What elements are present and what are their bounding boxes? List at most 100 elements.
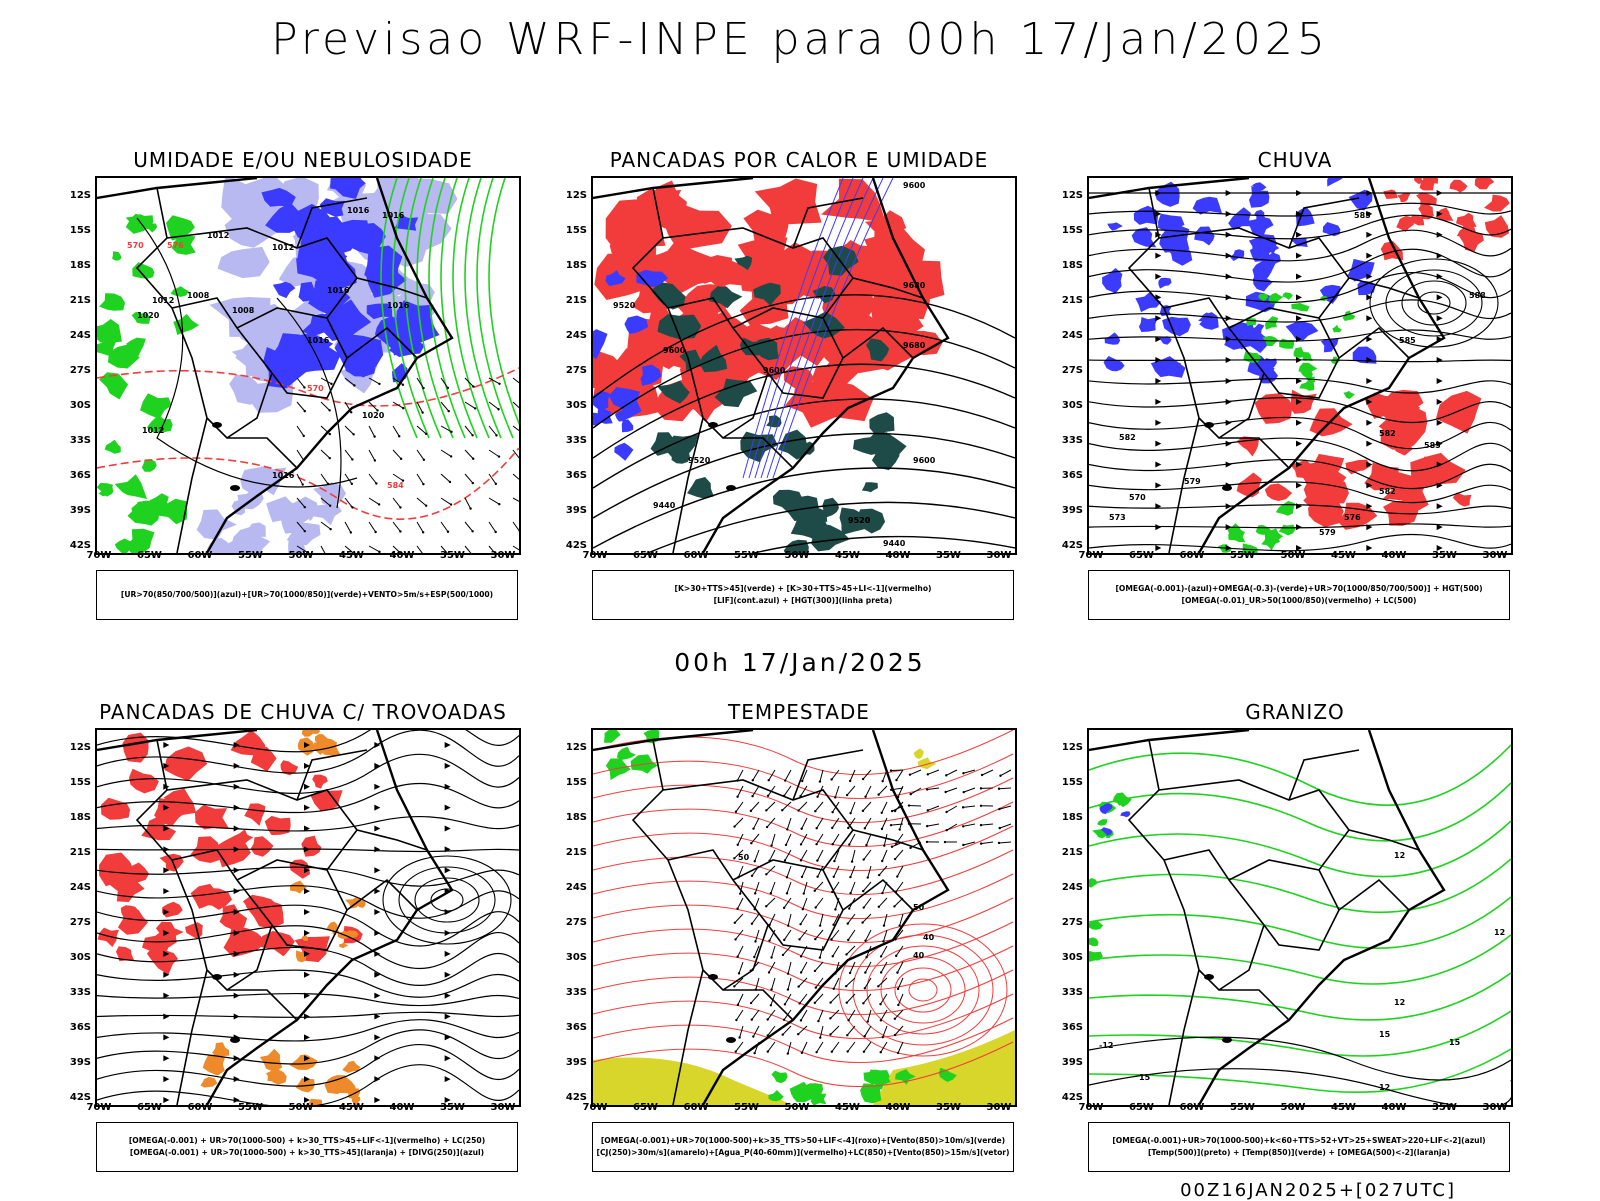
wind-vector xyxy=(735,818,743,827)
wind-vector-head xyxy=(770,956,772,958)
thunderstorm-area-red xyxy=(251,836,274,856)
wind-vector-head xyxy=(302,483,304,485)
latitude-label: 15S xyxy=(561,225,587,236)
contour-label: 579 xyxy=(1319,528,1336,537)
wind-vector-head xyxy=(851,860,853,862)
wind-vector xyxy=(417,450,424,460)
temp850-contour xyxy=(1089,973,1511,1020)
wind-vector xyxy=(833,834,839,844)
wind-vector-head xyxy=(752,779,754,781)
humidity-area-green xyxy=(142,459,157,472)
wind-vector xyxy=(441,450,451,456)
wind-vector-head xyxy=(378,503,380,505)
wind-vector xyxy=(850,866,855,877)
longitude-label: 65W xyxy=(135,1102,165,1113)
humidity-area-green xyxy=(115,474,148,499)
wind-vector-head xyxy=(815,986,817,988)
wind-vector xyxy=(788,978,791,990)
streamline-arrow xyxy=(1296,253,1302,259)
panel-legend: [OMEGA(-0.001)+UR>70(1000-500)+k<60+TTS>… xyxy=(1088,1122,1510,1172)
wind-vector-head xyxy=(351,458,353,460)
longitude-label: 70W xyxy=(580,550,610,561)
wind-vector xyxy=(769,962,775,972)
wind-vector xyxy=(864,1042,871,1052)
streamline-arrow xyxy=(304,784,310,790)
longitude-label: 50W xyxy=(782,1102,812,1113)
latitude-label: 12S xyxy=(561,190,587,201)
humidity-area-green xyxy=(105,440,121,454)
streamline-arrow xyxy=(1366,441,1372,447)
streamline-arrow xyxy=(1226,357,1232,363)
wind-vector-head xyxy=(421,411,423,413)
valid-time-title: 00h 17/Jan/2025 xyxy=(0,648,1600,677)
longitude-label: 45W xyxy=(833,1102,863,1113)
streamline-arrow xyxy=(445,1013,451,1019)
wind-vector xyxy=(879,786,887,795)
wind-vector xyxy=(736,802,743,812)
latitude-label: 12S xyxy=(65,742,91,753)
latitude-label: 30S xyxy=(561,952,587,963)
wind-vector-head xyxy=(815,1051,817,1053)
map-layers xyxy=(97,730,519,1105)
wind-vector xyxy=(868,866,871,878)
streamline-arrow xyxy=(163,742,169,748)
contour-label: 1008 xyxy=(187,291,210,300)
legend-line: [LIF](cont.azul) + [HGT(300)](linha pret… xyxy=(593,595,1013,607)
map-canvas: 9600952096809600968096009520952094409520… xyxy=(593,178,1015,553)
humidity-area-green xyxy=(144,223,157,232)
wind-vector xyxy=(847,1026,855,1035)
wind850-area xyxy=(604,730,621,743)
longitude-label: 35W xyxy=(934,1102,964,1113)
contour-label: 9680 xyxy=(903,341,926,350)
longitude-label: 30W xyxy=(984,550,1014,561)
wind-vector-head xyxy=(425,433,427,435)
wind-vector-head xyxy=(881,860,883,862)
latitude-label: 39S xyxy=(65,1057,91,1068)
streamline-arrow xyxy=(1226,441,1232,447)
contour-label: 582 xyxy=(1119,433,1136,442)
wind-vector xyxy=(465,450,473,459)
wind-vector-head xyxy=(304,530,306,532)
latitude-label: 21S xyxy=(65,847,91,858)
wind-vector-head xyxy=(998,842,1000,844)
wind-vector xyxy=(321,474,328,484)
wind-vector xyxy=(369,450,375,460)
wind-vector xyxy=(753,1026,759,1037)
wind-vector-head xyxy=(787,924,789,926)
panel-legend: [K>30+TTS>45](verde) + [K>30+TTS>45+LI<-… xyxy=(592,570,1014,620)
rain-area-red xyxy=(1450,180,1468,193)
wind-vector-head xyxy=(750,1002,752,1004)
wind-vector-head xyxy=(497,408,499,410)
streamline-arrow xyxy=(1155,524,1161,530)
wind-vector-head xyxy=(882,940,884,942)
wind-vector-head xyxy=(765,905,767,907)
wind-vector xyxy=(999,788,1011,789)
contour-label: 585 xyxy=(1399,336,1416,345)
latitude-label: 30S xyxy=(561,400,587,411)
contour-label: 588 xyxy=(1469,291,1486,300)
longitude-label: 55W xyxy=(1228,550,1258,561)
wind-vector xyxy=(369,426,375,437)
streamline-arrow xyxy=(1296,357,1302,363)
wind-vector-head xyxy=(830,778,832,780)
streamline-arrow xyxy=(1226,190,1232,196)
wind-vector-head xyxy=(879,1003,881,1005)
contour-label: 50 xyxy=(913,903,925,912)
wind-vector-head xyxy=(329,505,331,507)
wind-vector-head xyxy=(751,923,753,925)
contour-label: 1016 xyxy=(387,301,410,310)
contour-label: 584 xyxy=(387,481,404,490)
wind-vector-head xyxy=(980,787,982,789)
wind-vector-head xyxy=(980,824,982,826)
streamline-arrow xyxy=(1437,294,1443,300)
wind-vector xyxy=(848,1042,855,1052)
temp850-contour xyxy=(1089,878,1098,888)
wind-vector-head xyxy=(801,876,803,878)
longitude-label: 55W xyxy=(732,1102,762,1113)
longitude-label: 50W xyxy=(286,1102,316,1113)
wind-vector xyxy=(865,962,871,973)
wind-vector xyxy=(297,402,305,411)
streamline-arrow xyxy=(234,826,240,832)
wind-vector-head xyxy=(927,809,929,811)
